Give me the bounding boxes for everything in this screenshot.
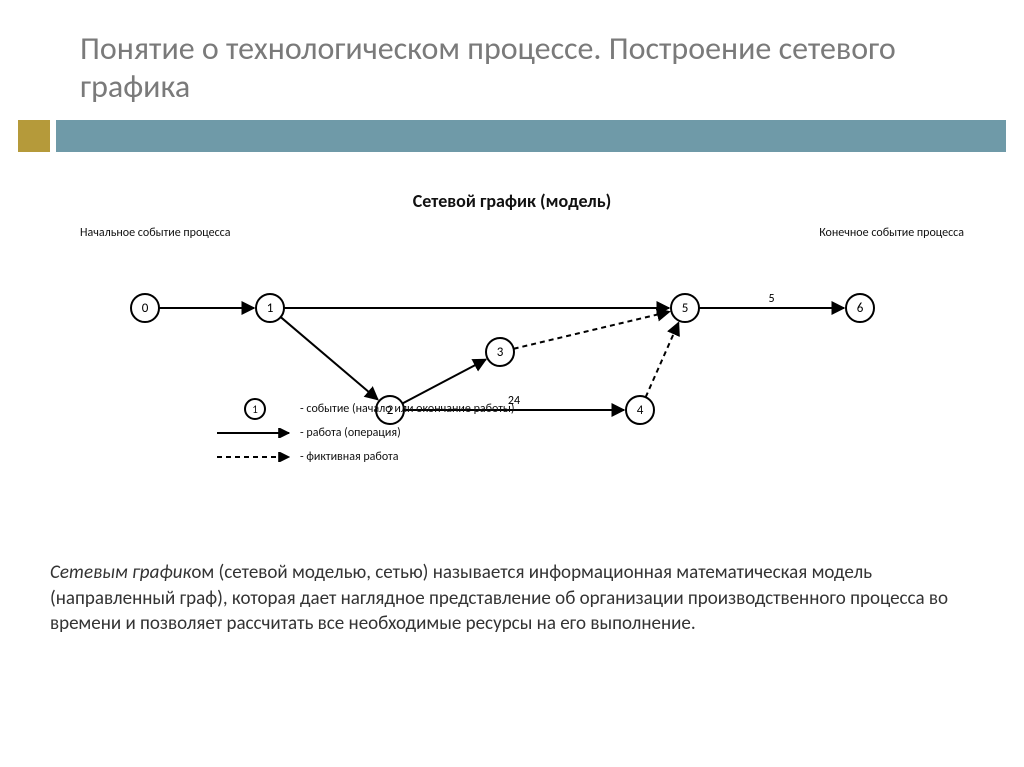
legend-fictive-label: - фиктивная работа [300,450,398,464]
legend-work-label: - работа (операция) [300,426,401,440]
legend: 1 - событие (начало или окончание работы… [210,400,515,472]
legend-fictive-icon [210,452,300,462]
legend-row-work: - работа (операция) [210,424,515,442]
node-label-6: 6 [857,301,864,316]
node-label-0: 0 [142,301,149,316]
node-label-5: 5 [682,301,689,316]
description-bold: Сетевым график [50,561,191,584]
legend-event-icon: 1 [210,398,300,420]
legend-event-label: - событие (начало или окончание работы) [300,402,515,416]
legend-row-fictive: - фиктивная работа [210,448,515,466]
description-text: Сетевым графиком (сетевой моделью, сетью… [50,560,974,637]
edge-label-5-6: 5 [768,292,774,306]
diagram-title: Сетевой график (модель) [0,190,1024,212]
edge-4-5 [646,323,679,398]
edge-3-5 [514,312,670,349]
edge-2-3 [402,359,485,403]
label-end-event: Конечное событие процесса [819,226,964,240]
edge-1-2 [281,317,378,400]
accent-bar [56,120,1006,152]
node-label-3: 3 [497,345,504,360]
legend-circle-icon: 1 [244,398,266,420]
node-label-1: 1 [267,301,274,316]
slide-title: Понятие о технологическом процессе. Пост… [80,30,960,107]
legend-work-icon [210,428,300,438]
label-start-event: Начальное событие процесса [80,226,230,240]
legend-row-event: 1 - событие (начало или окончание работы… [210,400,515,418]
slide: Понятие о технологическом процессе. Пост… [0,0,1024,767]
accent-gold-square [18,120,50,152]
node-label-4: 4 [637,403,644,418]
